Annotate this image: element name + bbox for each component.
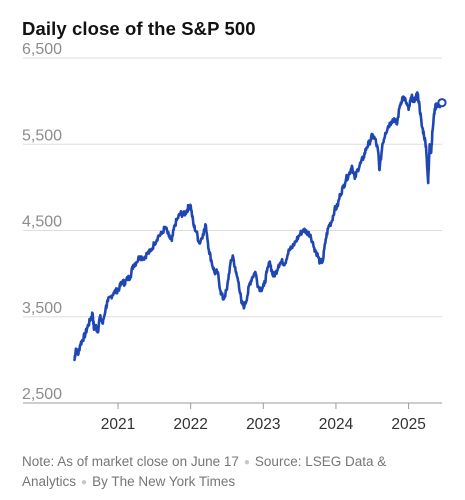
y-tick-label: 3,500 bbox=[22, 300, 62, 317]
x-tick-label: 2023 bbox=[246, 416, 280, 433]
footnote-note: Note: As of market close on June 17 bbox=[22, 454, 239, 469]
x-tick-label: 2024 bbox=[319, 416, 354, 433]
chart-title: Daily close of the S&P 500 bbox=[22, 18, 256, 39]
y-tick-label: 2,500 bbox=[22, 386, 62, 403]
x-tick-label: 2021 bbox=[101, 416, 135, 433]
end-point-marker bbox=[437, 98, 447, 108]
footnote-separator: ● bbox=[243, 457, 250, 468]
series-line bbox=[73, 91, 443, 362]
y-tick-label: 6,500 bbox=[22, 41, 62, 58]
sp500-line-chart: 2,500 3,500 4,500 5,500 6,500 2021 2022 2023 202… bbox=[22, 41, 447, 433]
footnote-source: Source: LSEG Data & Analytics bbox=[22, 454, 387, 489]
footnote-credit: By The New York Times bbox=[92, 474, 236, 489]
x-tick-label: 2022 bbox=[173, 416, 207, 433]
footnote: Note: As of market close on June 17 ● Sour… bbox=[22, 452, 442, 492]
y-tick-label: 5,500 bbox=[22, 127, 62, 144]
x-tick-label: 2025 bbox=[391, 416, 425, 433]
footnote-separator: ● bbox=[81, 477, 88, 488]
y-tick-label: 4,500 bbox=[22, 214, 62, 231]
